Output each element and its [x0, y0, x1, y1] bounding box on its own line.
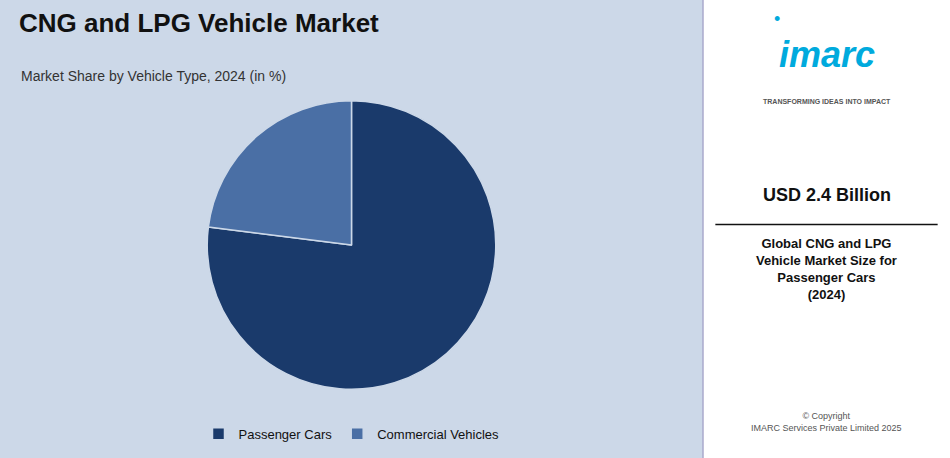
- svg-text:TRANSFORMING IDEAS INTO IMPACT: TRANSFORMING IDEAS INTO IMPACT: [763, 98, 891, 105]
- svg-text:Passenger Cars: Passenger Cars: [239, 427, 333, 442]
- svg-text:Market Share by Vehicle Type,: Market Share by Vehicle Type, 2024 (in %…: [21, 68, 286, 84]
- svg-text:© CopyrightIMARC Services Priv: © CopyrightIMARC Services Private Limite…: [751, 411, 902, 433]
- svg-text:CNG and LPG Vehicle Market: CNG and LPG Vehicle Market: [19, 8, 379, 38]
- svg-text:Global CNG and LPGVehicle Mark: Global CNG and LPGVehicle Market Size fo…: [756, 236, 897, 302]
- svg-text:USD 2.4 Billion: USD 2.4 Billion: [763, 185, 891, 205]
- svg-text:Commercial Vehicles: Commercial Vehicles: [377, 427, 499, 442]
- svg-text:imarc: imarc: [779, 34, 875, 75]
- svg-text:•: •: [774, 9, 780, 29]
